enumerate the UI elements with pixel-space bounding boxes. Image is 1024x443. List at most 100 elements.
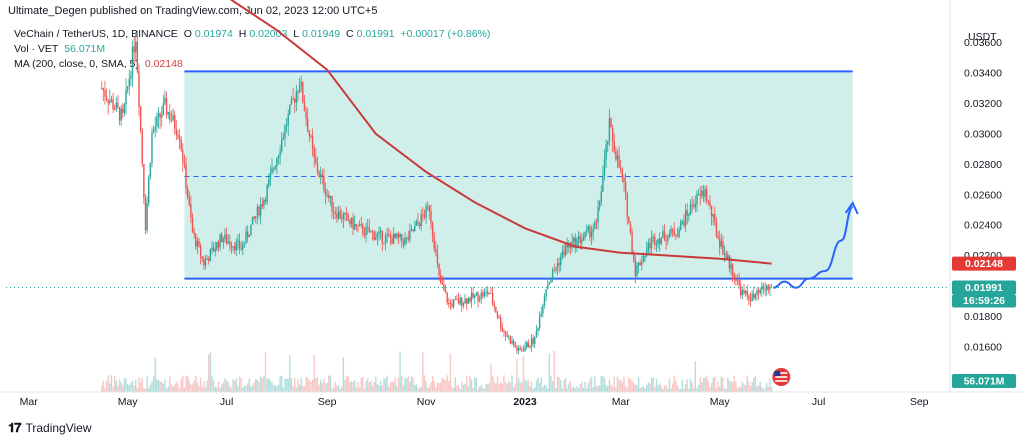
volume-bar: [272, 385, 275, 392]
volume-bar: [347, 376, 349, 392]
candle: [396, 232, 398, 241]
candle-body: [521, 349, 523, 351]
candle: [146, 196, 148, 234]
candle: [173, 110, 176, 135]
candle: [109, 89, 111, 106]
volume-bar: [487, 384, 489, 392]
candle: [548, 281, 551, 286]
candle-body: [543, 296, 546, 306]
candle-body: [341, 218, 343, 220]
candle: [621, 167, 624, 183]
volume-bar: [156, 379, 158, 392]
candle-body: [647, 242, 650, 250]
candle-body: [686, 210, 688, 216]
candle-body: [436, 252, 439, 264]
symbol-title[interactable]: VeChain / TetherUS, 1D, BINANCE: [14, 28, 178, 40]
projection-arrow[interactable]: [773, 200, 859, 289]
candle-body: [621, 169, 624, 179]
candle: [469, 296, 471, 304]
candle-body: [683, 221, 685, 226]
volume-bar: [368, 382, 371, 392]
candle-body: [459, 297, 461, 304]
candle: [212, 242, 215, 253]
volume-bar: [712, 377, 714, 392]
candle: [587, 224, 589, 234]
candle-body: [744, 290, 747, 294]
volume-bar: [170, 384, 173, 392]
candle: [639, 260, 641, 266]
projection-arrowhead[interactable]: [844, 200, 859, 215]
volume-bar: [701, 381, 703, 392]
candle-body: [204, 259, 207, 266]
volume-bar: [319, 379, 322, 392]
volume-bar: [579, 384, 581, 392]
volume-bar: [697, 384, 700, 392]
candle-body: [195, 234, 197, 247]
candle-body: [191, 217, 194, 233]
candle-body: [495, 306, 497, 313]
volume-bar: [715, 388, 718, 392]
volume-bar: [686, 378, 688, 392]
candle: [699, 186, 701, 206]
candle-body: [225, 234, 228, 244]
candle-body: [511, 340, 513, 344]
y-tick-label: 0.02600: [964, 189, 1002, 201]
candle-body: [182, 149, 184, 163]
candle: [478, 295, 481, 303]
candle: [540, 306, 542, 317]
volume-bar: [290, 377, 293, 392]
volume-bar: [352, 381, 354, 392]
candle: [342, 211, 345, 229]
candle-body: [368, 227, 371, 233]
candle-body: [500, 317, 502, 328]
volume-bar: [139, 382, 142, 392]
candle-body: [699, 194, 701, 196]
volume-bar: [751, 382, 753, 392]
candle: [516, 344, 518, 355]
volume-bar: [255, 379, 257, 392]
candle-body: [297, 91, 299, 93]
volume-bar: [339, 388, 341, 392]
candle: [157, 106, 160, 129]
volume-bar: [404, 378, 406, 392]
candle: [597, 199, 599, 230]
candle-body: [483, 291, 486, 297]
symbol-row: VeChain / TetherUS, 1D, BINANCE O 0.01974…: [14, 27, 493, 42]
volume-bar: [136, 388, 139, 392]
candle: [717, 231, 719, 240]
candle: [509, 335, 512, 345]
candle-body: [584, 231, 586, 238]
candle: [100, 81, 103, 90]
footer-brand[interactable]: TradingView: [25, 421, 92, 435]
volume-bar: [576, 386, 578, 392]
candle: [564, 243, 567, 257]
candle: [227, 234, 229, 245]
candle: [133, 35, 135, 65]
volume-bar: [754, 376, 757, 392]
volume-bar: [598, 385, 601, 392]
volume-bar: [658, 383, 661, 392]
projection-curve[interactable]: [773, 205, 854, 289]
candle: [354, 215, 356, 230]
candle: [151, 127, 153, 168]
candle-body: [496, 312, 499, 318]
events-icon[interactable]: [772, 368, 791, 386]
candle-body: [555, 268, 557, 271]
candle-body: [446, 292, 448, 304]
last-price-label: 0.01991: [965, 282, 1003, 294]
volume-bar: [159, 381, 161, 392]
candle: [436, 244, 439, 269]
x-tick-label: Mar: [612, 396, 631, 408]
volume-label[interactable]: Vol · VET: [14, 43, 59, 55]
candle-body: [491, 293, 494, 304]
candle-body: [117, 102, 119, 108]
candle-body: [266, 185, 268, 202]
candle-body: [232, 246, 234, 248]
range-fill[interactable]: [184, 71, 853, 279]
range-box[interactable]: [184, 70, 853, 280]
ma-label[interactable]: MA (200, close, 0, SMA, 5): [14, 58, 139, 70]
candle-body: [365, 226, 367, 236]
candle-body: [253, 216, 255, 219]
candle: [483, 288, 486, 299]
